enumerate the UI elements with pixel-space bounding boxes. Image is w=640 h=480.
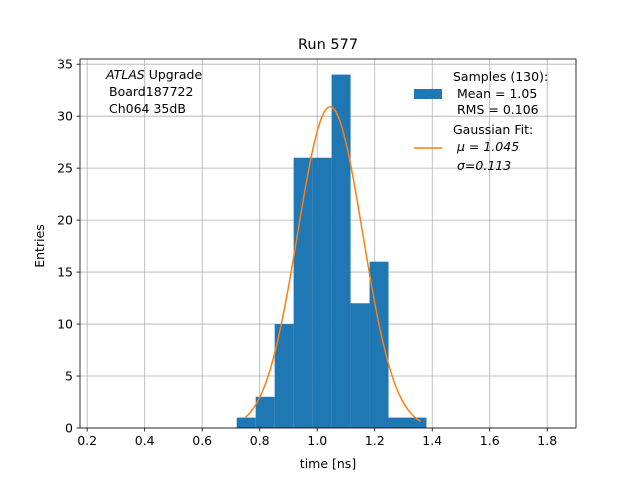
y-tick-label: 35	[57, 57, 73, 72]
y-tick-label: 20	[57, 213, 73, 228]
gaussian-fit-curve	[244, 106, 422, 423]
annotation-board: Board187722	[109, 84, 193, 99]
annotation-channel: Ch064 35dB	[109, 101, 186, 116]
y-tick-label: 15	[57, 265, 73, 280]
histogram-bar	[236, 417, 256, 428]
x-axis-label: time [ns]	[300, 456, 356, 471]
histogram-bar	[255, 396, 275, 428]
annotation-line-1: ATLAS Upgrade	[105, 67, 202, 82]
y-tick-label: 30	[57, 109, 73, 124]
chart-title: Run 577	[298, 37, 358, 53]
histogram-bar	[350, 303, 370, 428]
histogram-bar	[407, 417, 427, 428]
y-tick-label: 0	[65, 421, 73, 436]
legend-samples-patch	[414, 89, 442, 99]
x-tick-label: 0.4	[135, 433, 155, 448]
x-tick-label: 1.4	[422, 433, 442, 448]
y-tick-label: 5	[65, 369, 73, 384]
x-tick-label: 0.2	[77, 433, 97, 448]
legend: Samples (130): Mean = 1.05 RMS = 0.106 G…	[414, 69, 548, 173]
histogram-bar	[331, 74, 351, 428]
atlas-annotation: ATLAS Upgrade Board187722 Ch064 35dB	[105, 67, 202, 116]
x-tick-label: 0.8	[250, 433, 270, 448]
x-tick-label: 1.0	[307, 433, 327, 448]
x-tick-label: 1.2	[365, 433, 385, 448]
x-tick-label: 1.8	[537, 433, 557, 448]
y-axis-ticks: 0 5 10 15 20 25 30 35	[57, 57, 80, 436]
histogram-bar	[312, 157, 332, 429]
histogram-bar	[274, 324, 294, 428]
legend-samples-title: Samples (130):	[453, 69, 548, 84]
legend-fit-title: Gaussian Fit:	[453, 122, 533, 137]
annotation-upgrade: Upgrade	[145, 67, 203, 82]
annotation-atlas: ATLAS	[105, 67, 145, 82]
legend-samples-rms: RMS = 0.106	[457, 102, 539, 117]
y-axis-label: Entries	[32, 224, 47, 268]
y-tick-label: 10	[57, 317, 73, 332]
axes-frame	[79, 58, 577, 429]
x-tick-label: 0.6	[192, 433, 212, 448]
legend-fit-mu: μ = 1.045	[456, 139, 519, 154]
y-tick-label: 25	[57, 161, 73, 176]
x-tick-label: 1.6	[480, 433, 500, 448]
legend-fit-sigma: σ=0.113	[457, 158, 511, 173]
x-axis-ticks: 0.2 0.4 0.6 0.8 1.0 1.2 1.4 1.6 1.8	[77, 428, 557, 448]
histogram-bar	[388, 417, 408, 428]
legend-samples-mean: Mean = 1.05	[457, 86, 537, 101]
